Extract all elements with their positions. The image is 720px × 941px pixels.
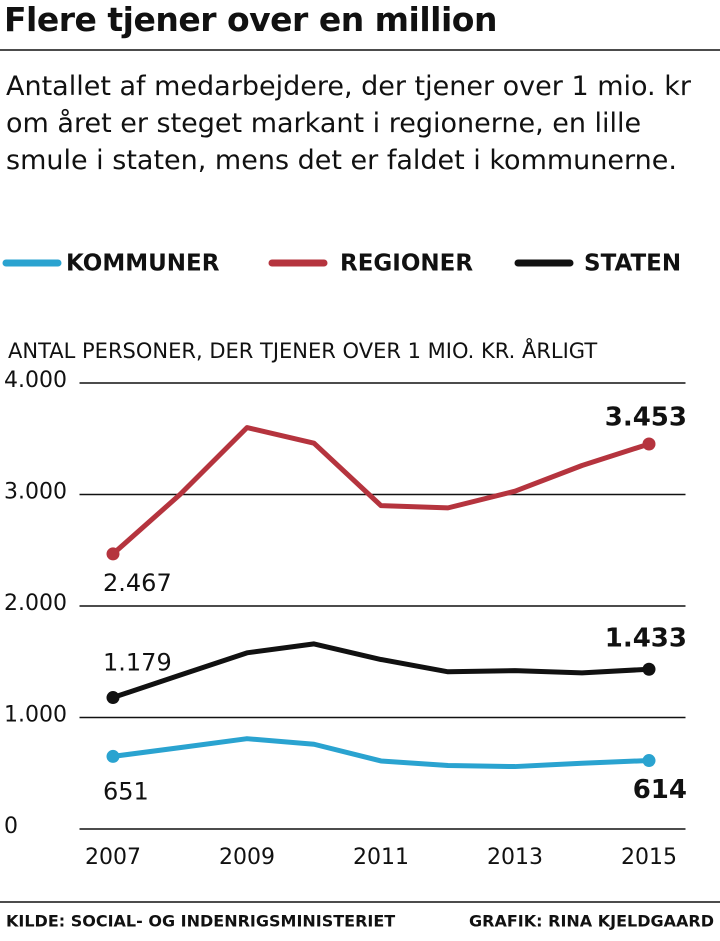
data-label: 1.179 (103, 649, 172, 677)
end-point (106, 691, 120, 705)
x-tick-label: 2015 (621, 845, 677, 870)
series-line (111, 425, 650, 556)
end-point (106, 547, 120, 561)
x-tick-label: 2011 (353, 845, 409, 870)
end-point (642, 662, 656, 676)
series-line (112, 736, 650, 770)
data-label: 3.453 (605, 402, 687, 432)
y-tick-label: 4.000 (4, 368, 67, 393)
source: KILDE: SOCIAL- OG INDENRIGSMINISTERIET (6, 912, 395, 931)
x-tick-label: 2013 (487, 845, 543, 870)
data-label: 651 (103, 777, 149, 805)
subtitle: Antallet af medarbejdere, der tjener ove… (6, 71, 691, 176)
y-tick-label: 0 (4, 814, 18, 839)
data-label: 614 (633, 775, 687, 805)
y-tick-label: 2.000 (4, 591, 67, 616)
y-axis-label: ANTAL PERSONER, DER TJENER OVER 1 MIO. K… (8, 337, 597, 363)
series-line (112, 641, 650, 700)
x-tick-label: 2007 (85, 845, 141, 870)
y-tick-label: 3.000 (4, 480, 67, 505)
title: Flere tjener over en million (4, 0, 497, 39)
x-tick-label: 2009 (219, 845, 275, 870)
legend-label: KOMMUNER (66, 251, 220, 277)
end-point (642, 437, 656, 451)
credit: GRAFIK: RINA KJELDGAARD (469, 912, 714, 931)
legend-label: STATEN (584, 251, 681, 277)
end-point (642, 754, 656, 768)
data-label: 1.433 (605, 624, 687, 654)
data-label: 2.467 (103, 569, 172, 597)
y-tick-label: 1.000 (4, 703, 67, 728)
legend-label: REGIONER (340, 251, 473, 277)
end-point (106, 749, 120, 763)
